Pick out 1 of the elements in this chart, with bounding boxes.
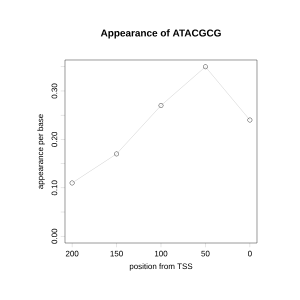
chart-title: Appearance of ATACGCG	[100, 29, 221, 38]
